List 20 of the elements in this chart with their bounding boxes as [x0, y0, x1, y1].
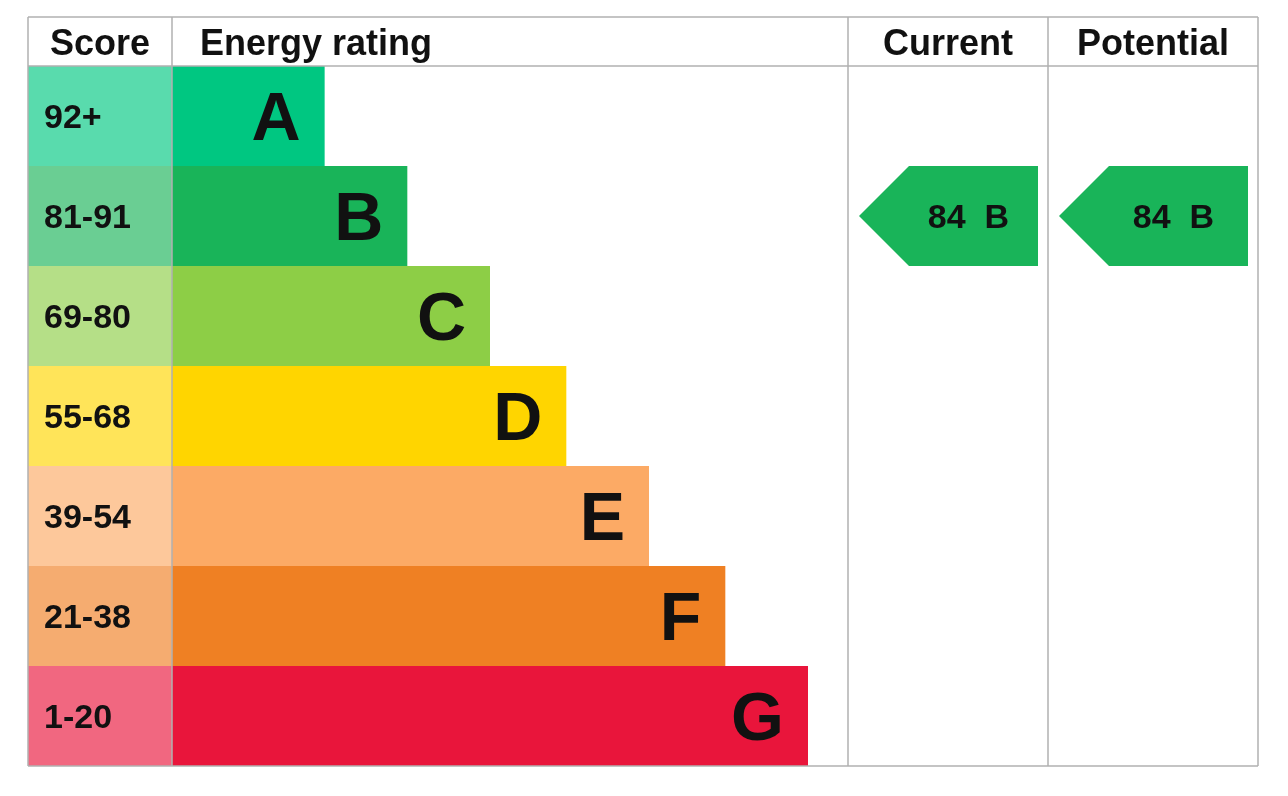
y-tick-label: B — [334, 178, 384, 254]
text: 21-38 — [44, 597, 131, 635]
text: 81-91 — [44, 197, 131, 235]
arrow-marker: 84 B — [1059, 166, 1248, 266]
text: 1-20 — [44, 697, 113, 735]
y-tick-label: E — [579, 478, 625, 554]
text: Current — [882, 22, 1014, 63]
text: Potential — [1076, 22, 1230, 63]
text: 92+ — [44, 97, 102, 135]
arrow-marker: 84 B — [859, 166, 1038, 266]
y-tick-label: F — [659, 578, 702, 654]
annotation: Energy rating — [200, 22, 433, 63]
text: 55-68 — [44, 397, 131, 435]
text: Score — [49, 22, 151, 63]
y-tick-label: D — [493, 378, 543, 454]
text: 69-80 — [44, 297, 131, 335]
text: 39-54 — [44, 497, 132, 535]
y-tick-label: C — [416, 278, 466, 354]
y-tick-label: A — [251, 78, 301, 154]
y-tick-label: G — [731, 678, 784, 754]
